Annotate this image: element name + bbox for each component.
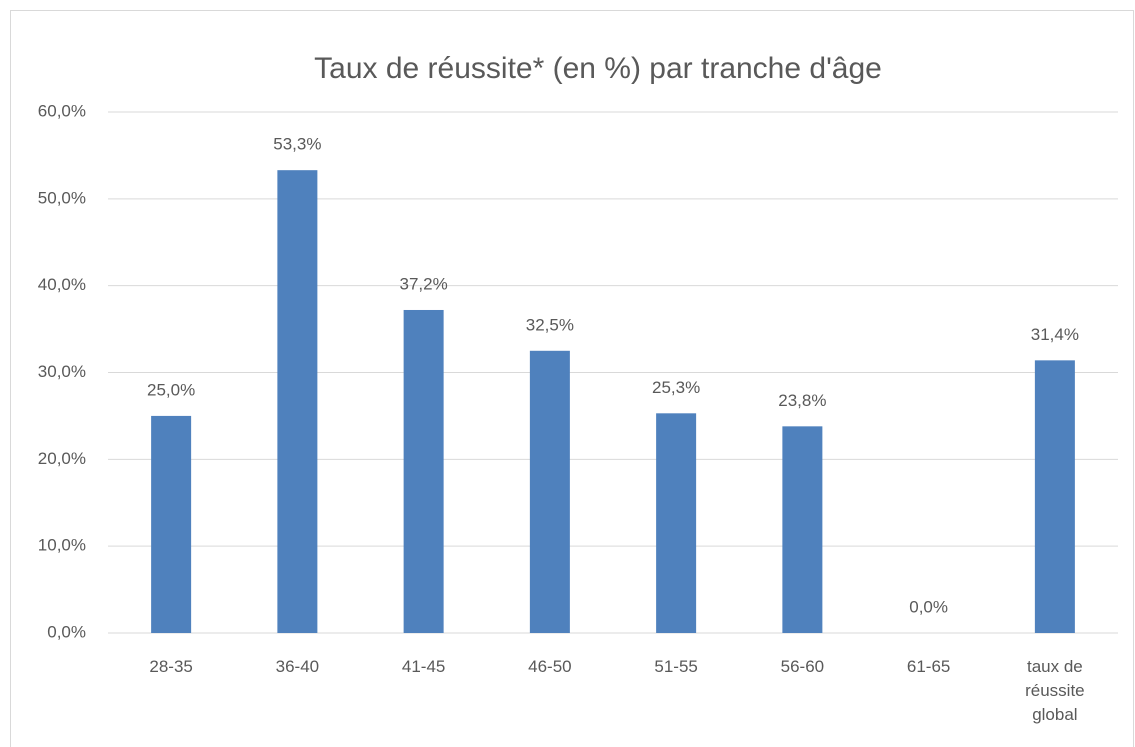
bar [151, 415, 192, 633]
y-tick-label: 20,0% [38, 449, 86, 468]
bar [656, 413, 697, 633]
bar [782, 426, 823, 633]
data-label: 31,4% [1031, 325, 1079, 344]
x-tick-label: 46-50 [528, 657, 572, 676]
x-tick-label: taux de réussite global [1025, 657, 1085, 724]
bar [529, 350, 570, 633]
data-label: 37,2% [400, 274, 448, 293]
y-tick-label: 0,0% [47, 622, 86, 641]
data-label: 25,0% [147, 380, 195, 399]
bar [277, 170, 318, 633]
x-tick-label: 28-35 [149, 657, 193, 676]
x-tick-label: 41-45 [401, 657, 446, 676]
x-tick-label: 51-55 [654, 657, 698, 676]
data-label: 25,3% [652, 378, 700, 397]
y-tick-label: 10,0% [38, 536, 86, 555]
y-tick-label: 60,0% [38, 101, 86, 120]
chart-border [10, 10, 1134, 747]
chart-title: Taux de réussite* (en %) par tranche d'â… [314, 52, 882, 85]
x-tick-label: 56-60 [780, 657, 825, 676]
data-label: 0,0% [909, 597, 948, 616]
data-label: 23,8% [778, 391, 826, 410]
x-tick-label: 61-65 [906, 657, 951, 676]
x-tick-label: 36-40 [275, 657, 320, 676]
y-tick-label: 40,0% [38, 275, 86, 294]
data-label: 32,5% [526, 315, 574, 334]
bar [1034, 360, 1075, 633]
y-tick-label: 50,0% [38, 188, 86, 207]
bar [403, 309, 444, 633]
data-label: 53,3% [273, 135, 321, 154]
y-tick-label: 30,0% [38, 362, 86, 381]
